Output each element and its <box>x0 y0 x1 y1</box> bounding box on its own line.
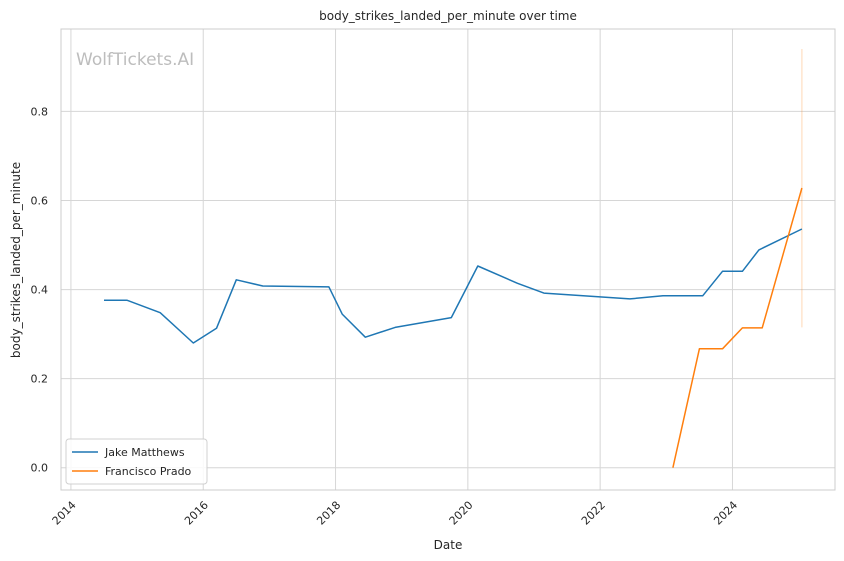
chart-title: body_strikes_landed_per_minute over time <box>319 9 577 23</box>
series-line-jake-matthews <box>104 228 803 344</box>
y-tick-label: 0.8 <box>31 105 49 118</box>
x-tick-label: 2022 <box>579 499 608 528</box>
legend: Jake Matthews Francisco Prado <box>65 438 208 485</box>
x-tick-labels: 2014 2016 2018 2020 2022 2024 <box>50 499 741 528</box>
x-tick-label: 2018 <box>314 499 343 528</box>
y-tick-label: 0.0 <box>31 462 49 475</box>
x-tick-label: 2016 <box>182 499 211 528</box>
plot-frame <box>60 28 836 491</box>
y-tick-label: 0.6 <box>31 194 49 207</box>
x-tick-label: 2020 <box>447 499 476 528</box>
x-tick-label: 2024 <box>711 499 740 528</box>
y-tick-labels: 0.0 0.2 0.4 0.6 0.8 <box>31 105 49 474</box>
series-line-francisco-prado <box>672 187 803 468</box>
legend-label-francisco-prado: Francisco Prado <box>105 465 192 478</box>
series-lines <box>104 187 803 468</box>
y-tick-label: 0.4 <box>31 284 49 297</box>
y-tick-label: 0.2 <box>31 373 49 386</box>
legend-label-jake-matthews: Jake Matthews <box>104 446 185 459</box>
grid <box>61 29 835 490</box>
y-axis-label: body_strikes_landed_per_minute <box>9 162 23 358</box>
x-tick-label: 2014 <box>50 499 79 528</box>
watermark: WolfTickets.AI <box>76 50 194 70</box>
legend-box <box>65 438 208 485</box>
x-axis-label: Date <box>434 538 463 552</box>
